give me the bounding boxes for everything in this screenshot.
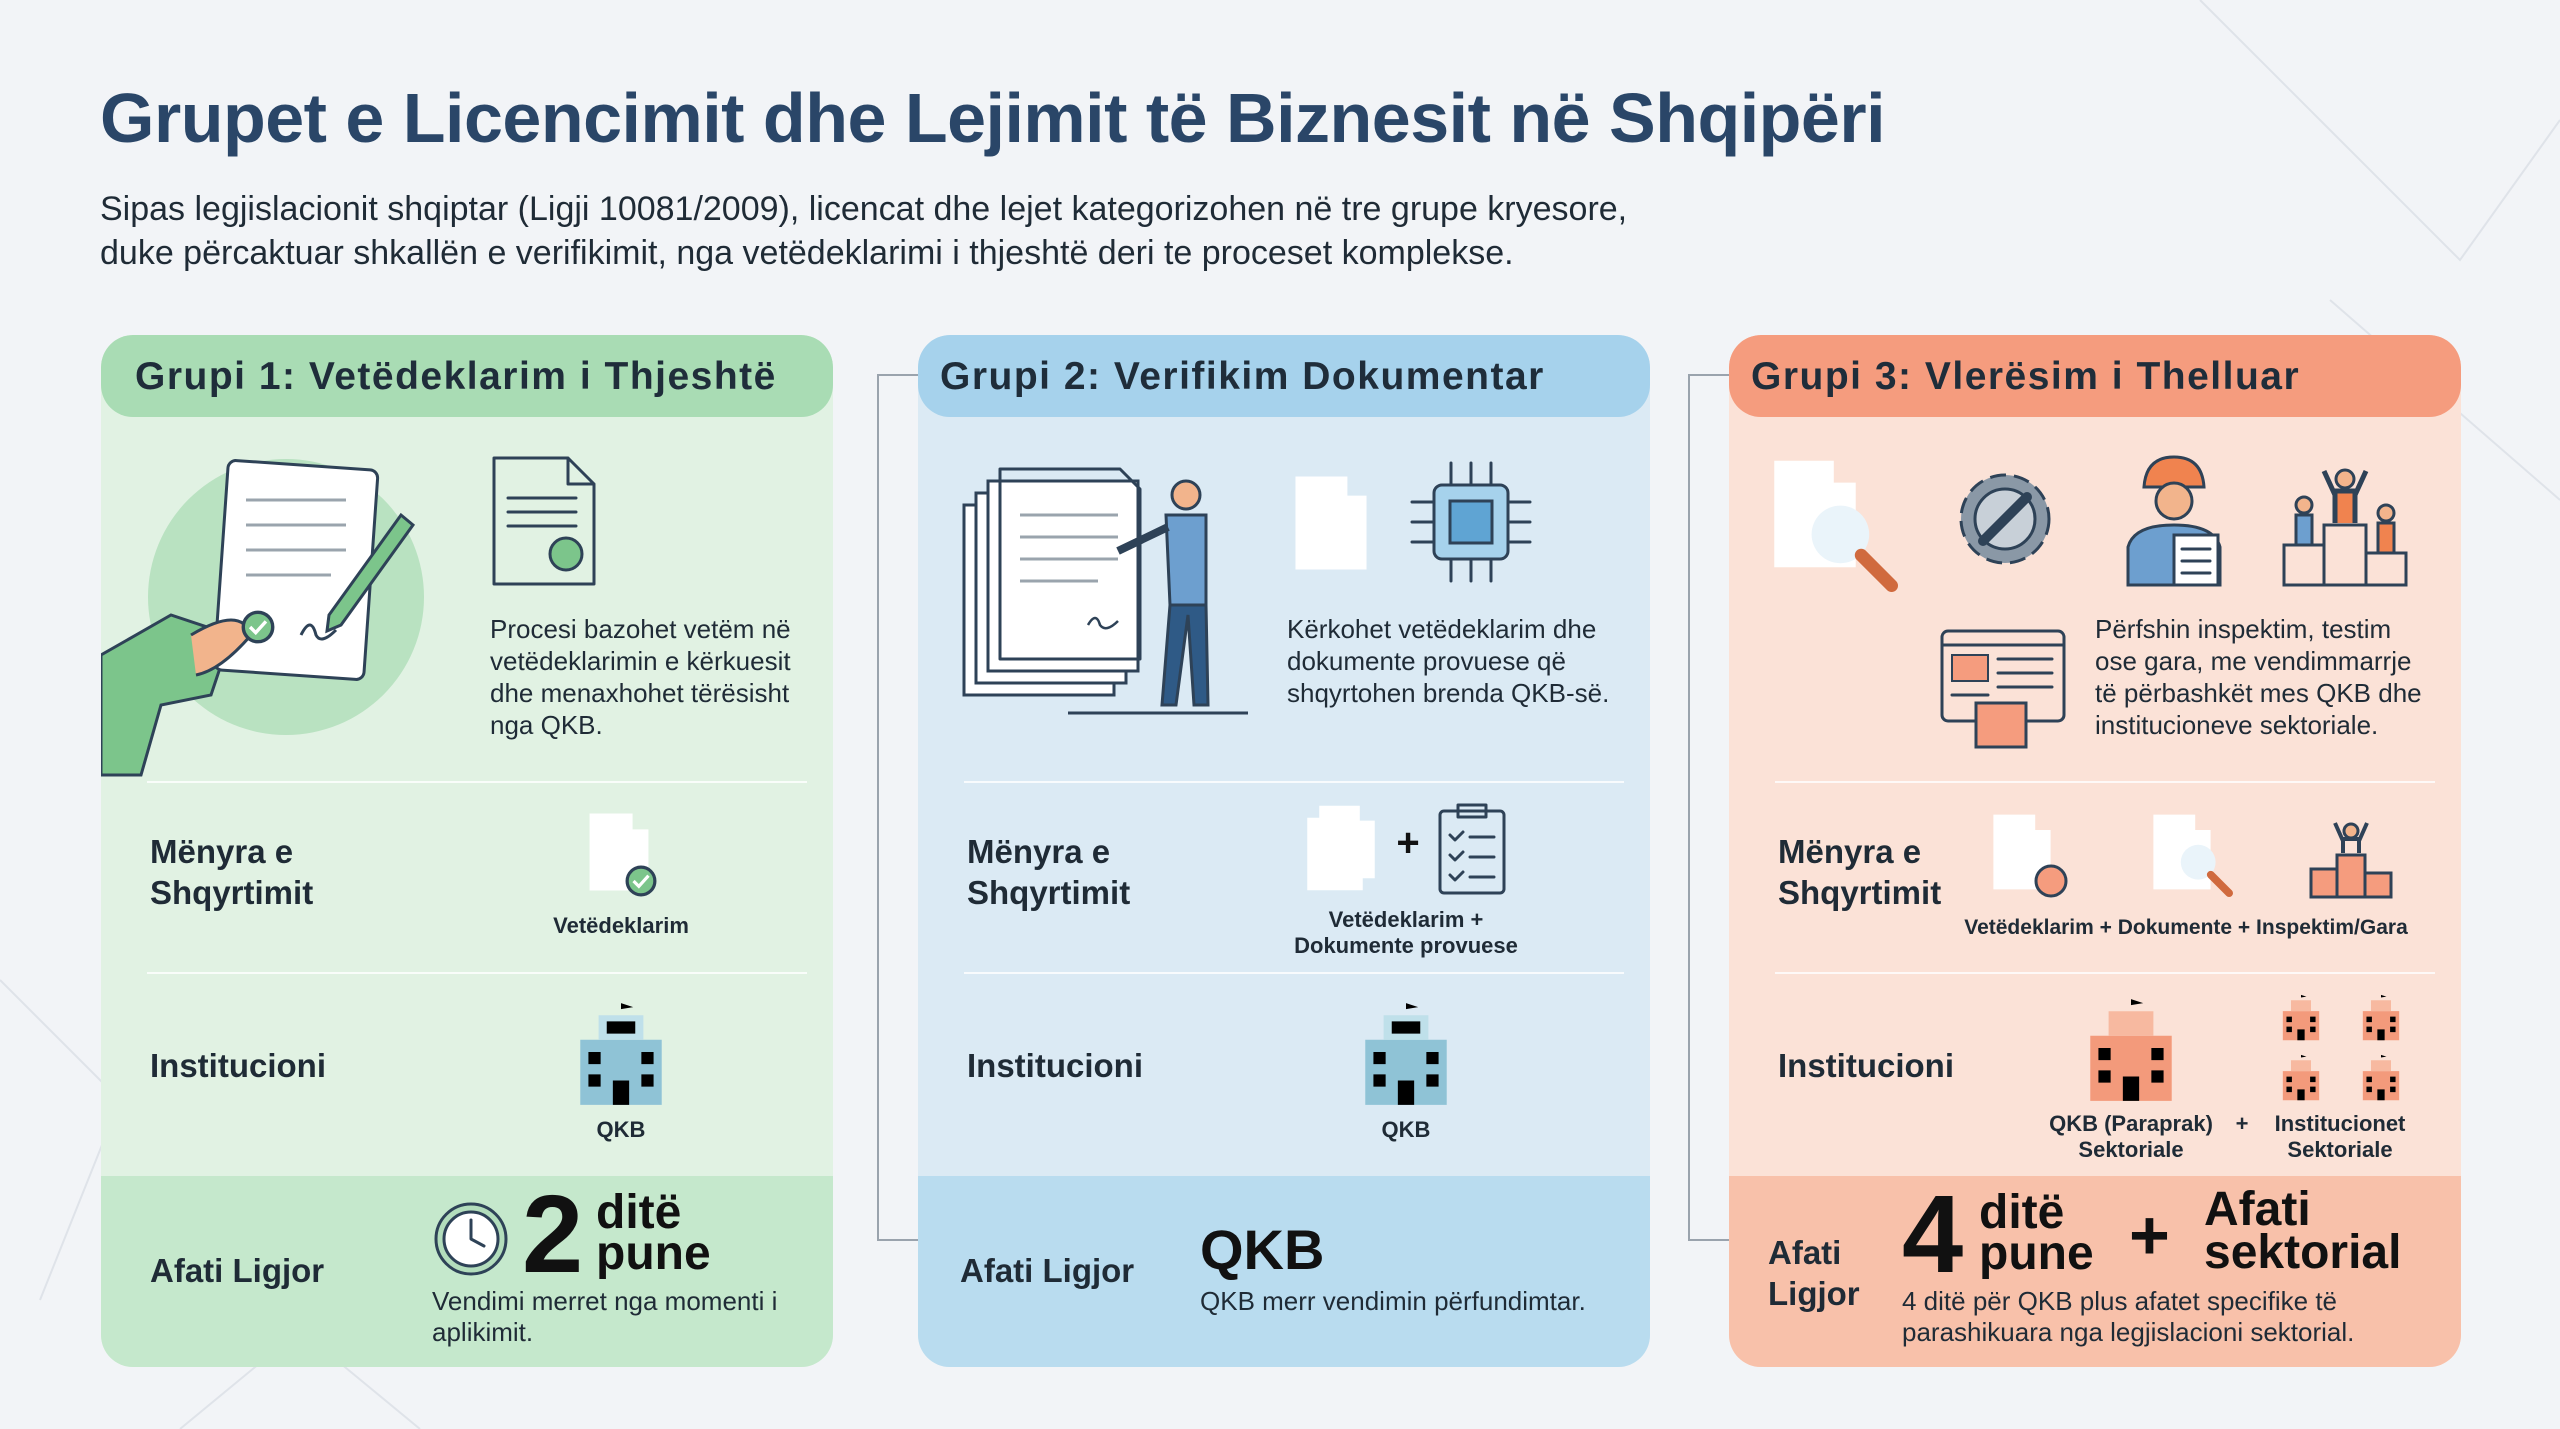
certificate-icon xyxy=(492,456,596,586)
group-title: Grupi 3: Vlerësim i Thelluar xyxy=(1729,335,2461,417)
group-description: Kërkohet vetëdeklarim dhe dokumente prov… xyxy=(1287,614,1610,708)
deadline-note: QKB merr vendimin përfundimtar. xyxy=(1200,1286,1586,1316)
podium-icon xyxy=(2282,468,2408,587)
divider xyxy=(147,972,807,974)
row-label: Mënyra e Shqyrtimit xyxy=(150,833,314,911)
documents-icon xyxy=(1307,805,1375,891)
group-card: Grupi 1: Vetëdeklarim i Thjeshtë Procesi… xyxy=(101,335,833,1367)
institution-caption: QKB xyxy=(1381,1117,1431,1142)
review-join: + xyxy=(1396,821,1420,865)
deadline-panel: Afati Ligjor QKB QKB merr vendimin përfu… xyxy=(918,1176,1650,1367)
review-icon xyxy=(2309,822,2393,899)
row-label: Institucioni xyxy=(150,1047,326,1084)
institution-caption: Institucionet Sektoriale xyxy=(2274,1111,2406,1162)
document-icon xyxy=(1295,476,1367,570)
institution-icon xyxy=(2084,999,2178,1101)
gear-icon xyxy=(1959,473,2051,565)
row-label: Institucioni xyxy=(967,1047,1143,1084)
deadline-join: + xyxy=(2129,1196,2170,1274)
deadline-label: Afati Ligjor xyxy=(150,1252,325,1289)
deadline-unit: ditë pune xyxy=(596,1186,711,1280)
review-icon xyxy=(1993,814,2068,898)
review-icon xyxy=(2153,814,2239,901)
review-caption: Vetëdeklarim xyxy=(553,913,689,938)
group-card: Grupi 2: Verifikim Dokumentar Kërkohet v… xyxy=(918,335,1650,1367)
deadline-label: Afati Ligjor xyxy=(1768,1234,1860,1312)
group-card: Grupi 3: Vlerësim i Thelluar Përfshin in… xyxy=(1729,335,2461,1367)
subtitle-line: Sipas legjislacionit shqiptar (Ligji 100… xyxy=(100,190,1628,228)
sector-institutions-icon xyxy=(2280,994,2402,1101)
institution-join: + xyxy=(2235,1111,2249,1136)
institution-icon xyxy=(1359,1003,1453,1105)
review-caption: Vetëdeklarim + Dokumente provuese xyxy=(1294,907,1518,958)
divider xyxy=(964,781,1624,783)
group-title: Grupi 2: Verifikim Dokumentar xyxy=(918,335,1650,417)
worker-icon xyxy=(2126,455,2222,587)
clipboard-icon xyxy=(1438,803,1506,895)
divider xyxy=(1775,972,2435,974)
deadline-number: 2 xyxy=(522,1173,584,1296)
row-label: Mënyra e Shqyrtimit xyxy=(967,833,1131,911)
subtitle-line: duke përcaktuar shkallën e verifikimit, … xyxy=(100,234,1514,272)
browser-icon xyxy=(1940,629,2066,749)
group-description: Procesi bazohet vetëm në vetëdeklarimin … xyxy=(490,614,791,740)
clock-icon xyxy=(434,1202,508,1276)
deadline-note: Vendimi merret nga momenti i aplikimit. xyxy=(432,1286,778,1347)
deadline-extra: Afati sektorial xyxy=(2204,1183,2402,1279)
deadline-number: 4 xyxy=(1902,1173,1964,1296)
divider xyxy=(964,972,1624,974)
deadline-panel: Afati Ligjor 4 ditë pune + Afati sektori… xyxy=(1729,1176,2461,1367)
illustration xyxy=(101,459,424,777)
chip-icon xyxy=(1410,461,1532,583)
deadline-note: 4 ditë për QKB plus afatet specifike të … xyxy=(1902,1286,2355,1347)
deadline-headline: QKB xyxy=(1200,1218,1325,1281)
row-label: Institucioni xyxy=(1778,1047,1954,1084)
deadline-panel: Afati Ligjor 2 ditë pune Vendimi merret … xyxy=(101,1176,833,1367)
inspection-icon xyxy=(1774,460,1908,594)
group-title: Grupi 1: Vetëdeklarim i Thjeshtë xyxy=(101,335,833,417)
illustration xyxy=(962,467,1248,715)
page-title: Grupet e Licencimit dhe Lejimit të Bizne… xyxy=(100,79,1886,157)
deadline-label: Afati Ligjor xyxy=(960,1252,1135,1289)
institution-icon xyxy=(574,1003,668,1105)
divider xyxy=(147,781,807,783)
divider xyxy=(1775,781,2435,783)
review-icon xyxy=(589,813,657,897)
deadline-unit: ditë pune xyxy=(1979,1186,2094,1280)
review-caption: Vetëdeklarim + Dokumente + Inspektim/Gar… xyxy=(1964,916,2408,939)
institution-caption: QKB xyxy=(596,1117,646,1142)
group-description: Përfshin inspektim, testim ose gara, me … xyxy=(2095,614,2422,740)
institution-caption: QKB (Paraprak) Sektoriale xyxy=(2049,1111,2213,1162)
row-label: Mënyra e Shqyrtimit xyxy=(1778,833,1942,911)
